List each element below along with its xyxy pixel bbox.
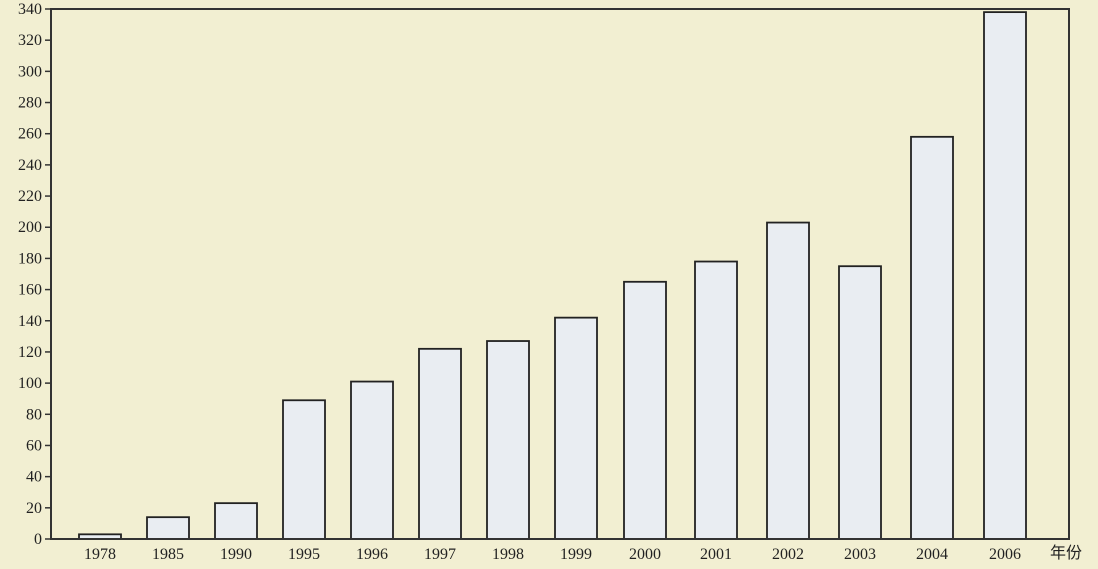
- bar-2006: [983, 11, 1027, 540]
- y-axis: 0 20 40 60 80 100 120 140 160 180 200 220 240 260 280 3…: [18, 1, 51, 548]
- x-tick-label: 2003: [844, 546, 876, 563]
- y-tick-label: 300: [18, 63, 42, 80]
- y-tick-label: 40: [26, 469, 42, 486]
- x-tick-label: 1997: [424, 546, 456, 563]
- y-tick-label: 180: [18, 250, 42, 267]
- x-tick-label: 1998: [492, 546, 524, 563]
- x-tick-label: 1985: [152, 546, 184, 563]
- bar-1996: [350, 380, 394, 540]
- bars-group: [78, 11, 1027, 540]
- x-tick-label: 2004: [916, 546, 948, 563]
- y-tick-label: 260: [18, 126, 42, 143]
- x-tick-label: 2002: [772, 546, 804, 563]
- bar-1998: [486, 340, 530, 540]
- bar-2000: [623, 280, 667, 540]
- y-tick-label: 80: [26, 406, 42, 423]
- x-tick-label: 2001: [700, 546, 732, 563]
- x-tick-label: 1978: [84, 546, 116, 563]
- bar-1997: [418, 347, 462, 540]
- x-tick-label: 2006: [989, 546, 1021, 563]
- x-tick-label: 1996: [356, 546, 388, 563]
- bar-2003: [838, 265, 882, 540]
- x-tick-label: 1990: [220, 546, 252, 563]
- x-tick-label: 1999: [560, 546, 592, 563]
- x-tick-label: 1995: [288, 546, 320, 563]
- y-tick-label: 120: [18, 344, 42, 361]
- bar-1995: [282, 399, 326, 540]
- bar-2001: [694, 260, 738, 540]
- y-tick-label: 280: [18, 95, 42, 112]
- y-tick-label: 20: [26, 500, 42, 517]
- y-tick-label: 0: [34, 531, 42, 548]
- y-tick-label: 240: [18, 157, 42, 174]
- bar-1999: [554, 316, 598, 540]
- y-tick-label: 140: [18, 313, 42, 330]
- bar-1985: [146, 516, 190, 540]
- y-tick-label: 220: [18, 188, 42, 205]
- plot-frame: [50, 8, 1070, 540]
- bar-1990: [214, 502, 258, 540]
- y-tick-label: 340: [18, 1, 42, 18]
- y-tick-label: 320: [18, 32, 42, 49]
- bar-2002: [766, 221, 810, 540]
- bar-2004: [910, 135, 954, 540]
- y-tick-label: 160: [18, 282, 42, 299]
- x-axis: 1978 1985 1990 1995 1996 1997 1998 1999 2000 2001…: [84, 546, 1021, 563]
- y-tick-label: 60: [26, 437, 42, 454]
- x-axis-title: 年份: [1050, 544, 1082, 562]
- x-tick-label: 2000: [629, 546, 661, 563]
- y-tick-label: 200: [18, 219, 42, 236]
- y-tick-label: 100: [18, 375, 42, 392]
